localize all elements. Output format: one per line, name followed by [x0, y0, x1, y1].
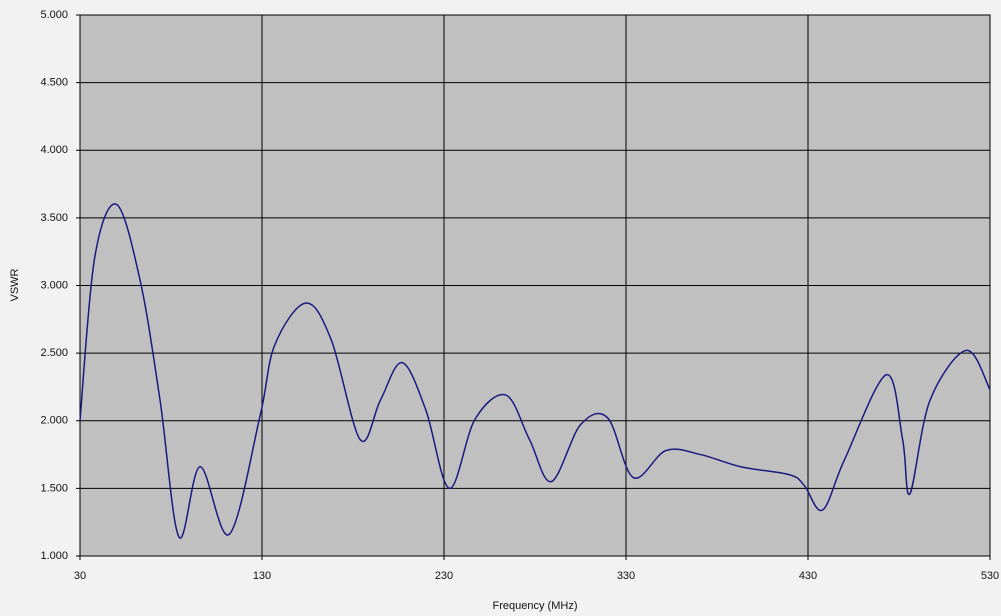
y-tick-label: 4.000 [40, 144, 68, 156]
y-tick-label: 4.500 [40, 77, 68, 89]
line-series [79, 203, 991, 539]
y-tick-label: 2.500 [40, 347, 68, 359]
y-tick-label: 1.500 [40, 482, 68, 494]
x-tick-label: 530 [981, 570, 999, 582]
x-tick-label: 330 [617, 570, 635, 582]
x-tick-label: 430 [799, 570, 817, 582]
y-tick-label: 1.000 [40, 550, 68, 562]
x-axis-label: Frequency (MHz) [493, 600, 578, 612]
x-tick-label: 130 [253, 570, 271, 582]
y-axis-label: VSWR [9, 268, 21, 301]
x-tick-label: 230 [435, 570, 453, 582]
x-tick-label: 30 [74, 570, 86, 582]
y-tick-label: 3.000 [40, 279, 68, 291]
y-tick-label: 5.000 [40, 9, 68, 21]
y-tick-label: 2.000 [40, 415, 68, 427]
y-tick-label: 3.500 [40, 212, 68, 224]
